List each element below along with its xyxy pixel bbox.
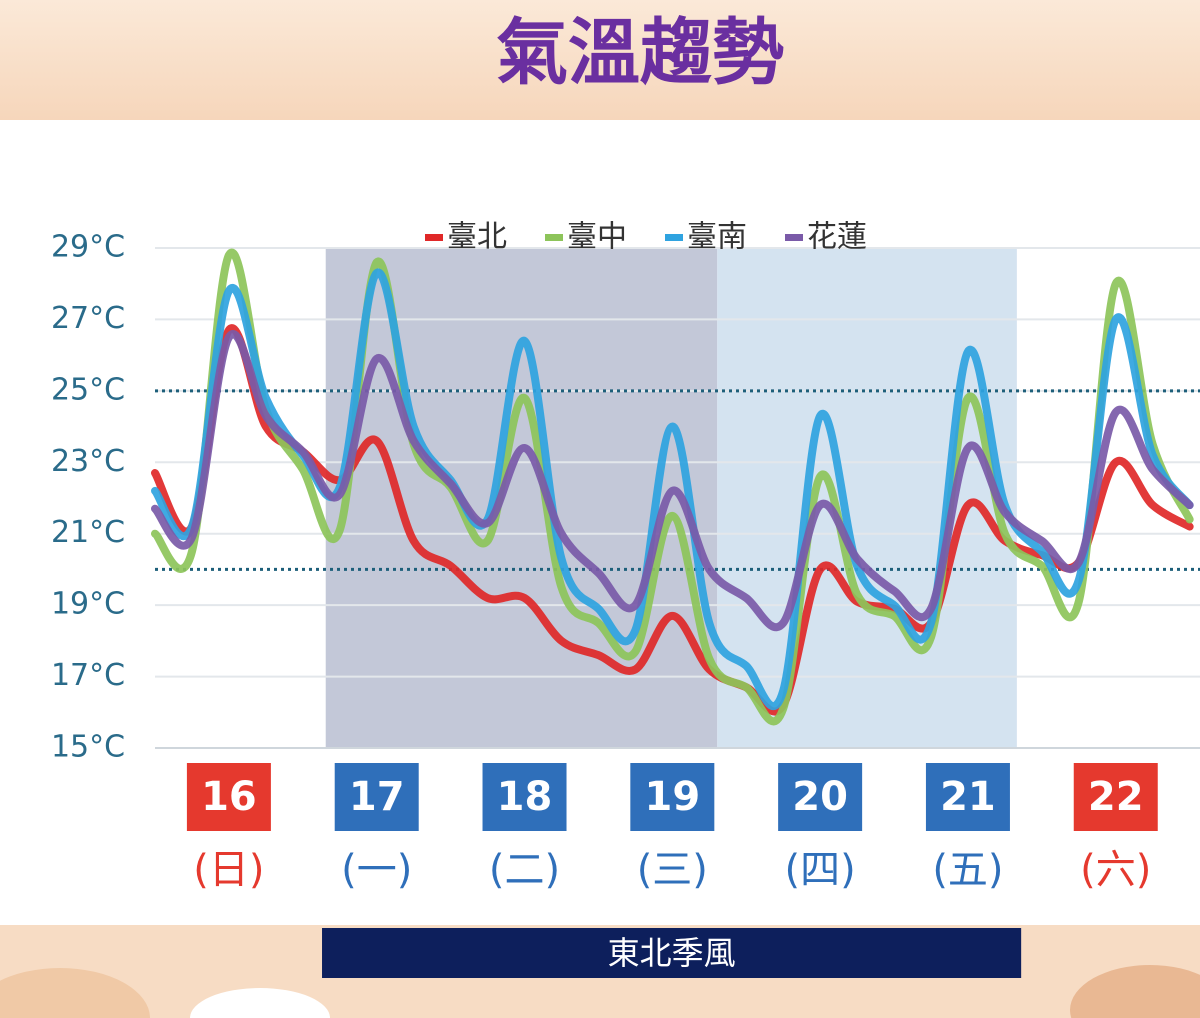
weekday-label: (二)	[489, 847, 560, 893]
day-box	[925, 763, 1010, 831]
day-box	[186, 763, 271, 831]
weekday-label: (五)	[932, 847, 1003, 893]
x-tick-label: 21	[940, 774, 996, 820]
day-box	[778, 763, 863, 831]
y-tick-label: 23°C	[51, 444, 125, 479]
day-box	[1073, 763, 1158, 831]
x-tick-label: 20	[792, 774, 848, 820]
x-tick-label: 18	[497, 774, 553, 820]
annotation-label: 東北季風	[608, 934, 736, 972]
y-tick-label: 17°C	[51, 658, 125, 693]
day-box	[630, 763, 715, 831]
shaded-region	[717, 248, 1017, 748]
header-band	[0, 0, 1200, 120]
legend-swatch	[665, 234, 683, 241]
legend-swatch	[425, 234, 443, 241]
legend-label: 臺南	[687, 220, 747, 255]
cloud	[190, 988, 330, 1018]
cloud	[1070, 965, 1200, 1018]
series-line	[151, 330, 1194, 632]
y-tick-label: 19°C	[51, 587, 125, 622]
legend-label: 花蓮	[807, 220, 867, 255]
y-tick-label: 25°C	[51, 372, 125, 407]
weekday-label: (一)	[341, 847, 412, 893]
annotation-bar	[322, 928, 1022, 978]
x-tick-label: 17	[349, 774, 405, 820]
weekday-label: (四)	[785, 847, 856, 893]
x-tick-label: 22	[1088, 774, 1144, 820]
weekday-label: (日)	[193, 847, 264, 893]
y-tick-label: 29°C	[51, 230, 125, 265]
y-tick-label: 15°C	[51, 730, 125, 765]
x-tick-label: 16	[201, 774, 257, 820]
legend-label: 臺中	[567, 220, 627, 255]
legend-swatch	[545, 234, 563, 241]
y-tick-label: 21°C	[51, 515, 125, 550]
chart-title: 氣溫趨勢	[496, 11, 784, 95]
y-tick-label: 27°C	[51, 301, 125, 336]
series-line	[151, 248, 1194, 726]
cloud	[0, 968, 150, 1018]
legend-swatch	[785, 234, 803, 241]
weekday-label: (六)	[1080, 847, 1151, 893]
day-box	[482, 763, 567, 831]
legend-label: 臺北	[447, 220, 507, 255]
day-box	[334, 763, 419, 831]
x-tick-label: 19	[644, 774, 700, 820]
weekday-label: (三)	[637, 847, 708, 893]
